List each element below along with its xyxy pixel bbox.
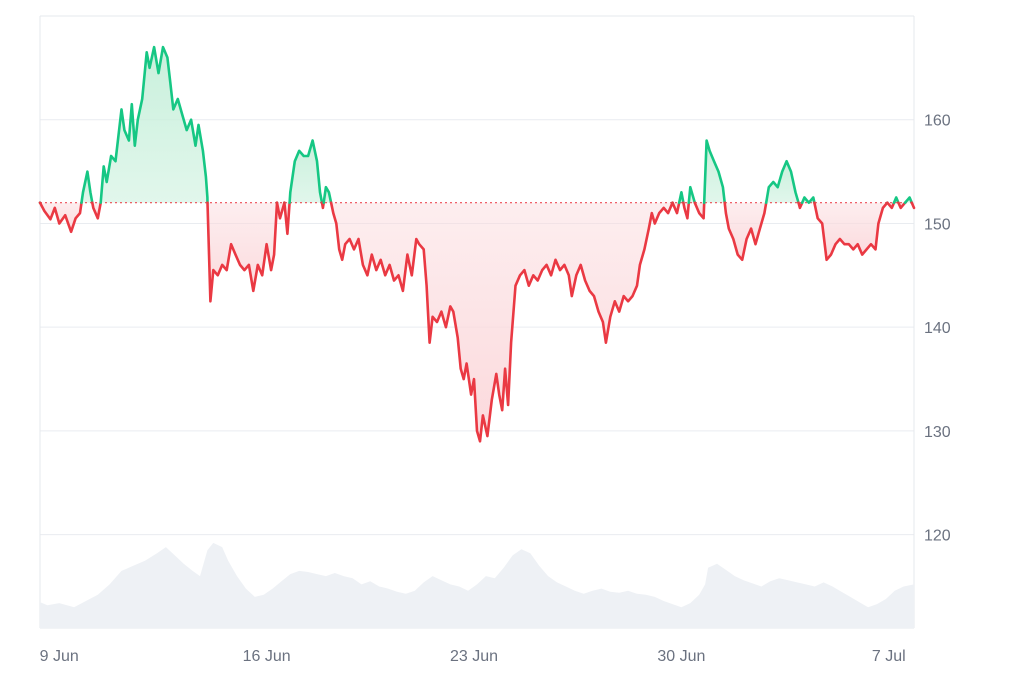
price-line-below bbox=[723, 201, 768, 262]
y-tick-label: 160 bbox=[924, 113, 951, 130]
area-above-baseline bbox=[100, 47, 208, 203]
x-tick-label: 23 Jun bbox=[450, 648, 498, 665]
x-tick-label: 16 Jun bbox=[243, 648, 291, 665]
area-below-baseline bbox=[92, 202, 101, 219]
area-below-baseline bbox=[724, 202, 767, 260]
price-fill-layer bbox=[40, 47, 914, 442]
x-tick-label: 7 Jul bbox=[872, 648, 906, 665]
price-line-above bbox=[322, 185, 333, 204]
area-below-baseline bbox=[40, 202, 82, 232]
price-line-below bbox=[206, 201, 279, 303]
price-line-below bbox=[682, 201, 691, 220]
price-line-above bbox=[764, 159, 800, 204]
price-line-below bbox=[320, 201, 325, 210]
price-line-below bbox=[910, 201, 916, 210]
price-line-below bbox=[886, 201, 896, 210]
price-line-below bbox=[671, 201, 681, 215]
price-line-below bbox=[38, 201, 83, 234]
price-line-above bbox=[288, 139, 324, 204]
area-above-baseline bbox=[704, 140, 725, 203]
volume-area bbox=[40, 542, 914, 628]
y-tick-label: 150 bbox=[924, 216, 951, 233]
area-below-baseline bbox=[207, 202, 277, 302]
price-line-below bbox=[329, 201, 674, 443]
price-line-below bbox=[283, 201, 291, 236]
price-line-below bbox=[91, 201, 102, 220]
price-line-layer bbox=[38, 45, 916, 443]
price-line-below bbox=[897, 201, 907, 210]
x-tick-label: 30 Jun bbox=[657, 648, 705, 665]
volume-area-layer bbox=[40, 542, 914, 628]
area-below-baseline bbox=[331, 202, 673, 442]
price-line-above bbox=[687, 185, 697, 204]
y-tick-label: 130 bbox=[924, 424, 951, 441]
x-axis-labels: 9 Jun 16 Jun 23 Jun 30 Jun 7 Jul bbox=[40, 648, 906, 665]
price-line-below bbox=[275, 201, 286, 220]
price-line-above bbox=[99, 45, 209, 204]
price-line-above bbox=[903, 196, 914, 204]
price-line-below bbox=[693, 201, 706, 220]
y-tick-label: 140 bbox=[924, 320, 951, 337]
y-axis-labels: 120 130 140 150 160 bbox=[924, 113, 951, 545]
y-tick-label: 120 bbox=[924, 528, 951, 545]
price-line-above bbox=[677, 191, 685, 204]
x-tick-label: 9 Jun bbox=[40, 648, 79, 665]
price-line-above bbox=[80, 170, 94, 204]
price-line-above bbox=[800, 196, 816, 204]
price-line-above bbox=[702, 139, 726, 204]
price-line-below bbox=[797, 201, 804, 210]
price-line-above bbox=[892, 196, 900, 204]
price-line-below bbox=[813, 201, 889, 262]
